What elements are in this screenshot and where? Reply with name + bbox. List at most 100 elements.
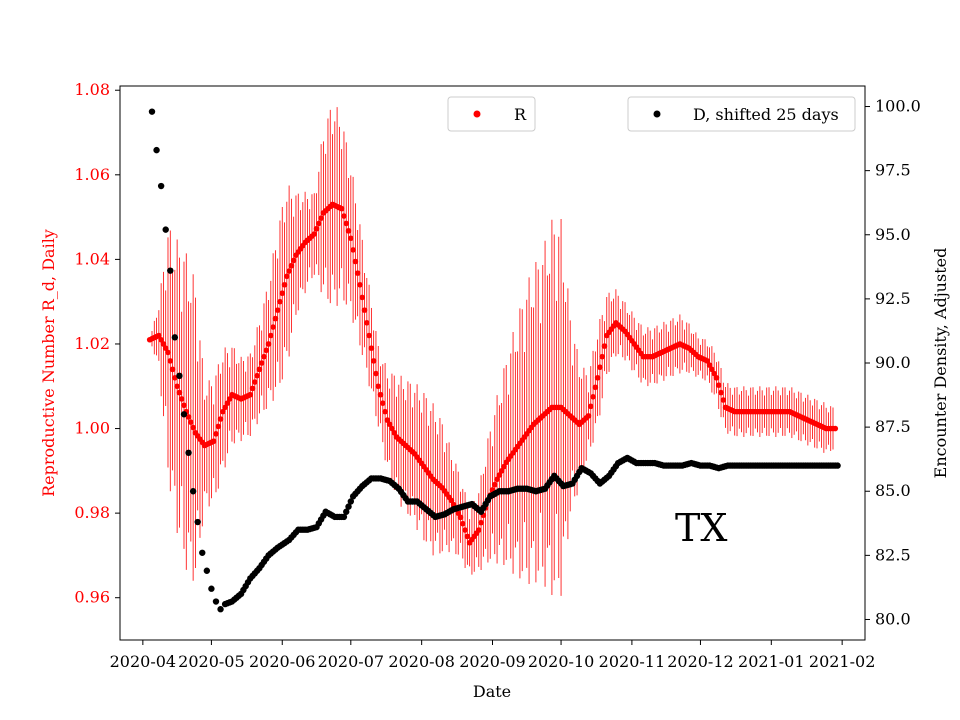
r-point	[361, 307, 368, 313]
r-point	[313, 225, 320, 232]
legend-d: D, shifted 25 days	[627, 96, 856, 132]
left-tick-label: 1.02	[74, 334, 110, 353]
d-point	[612, 463, 620, 470]
d-point	[667, 462, 674, 469]
r-point	[478, 519, 484, 526]
d-point	[393, 483, 400, 490]
d-point	[203, 567, 211, 574]
legend-r-box	[447, 96, 536, 132]
d-point	[758, 462, 766, 469]
r-point	[375, 383, 382, 390]
r-point	[587, 403, 594, 410]
r-point	[165, 349, 171, 356]
r-point	[501, 463, 507, 470]
right-tick-label: 85.0	[875, 481, 911, 500]
r-point	[316, 220, 322, 227]
d-points	[148, 108, 841, 613]
d-point	[603, 474, 610, 481]
r-point	[601, 343, 608, 349]
d-point	[185, 449, 192, 456]
d-point	[235, 592, 243, 599]
r-point	[448, 497, 455, 504]
r-point	[341, 213, 347, 219]
x-tick-label: 2020-04	[110, 652, 176, 671]
d-point	[740, 462, 748, 469]
d-point	[713, 464, 720, 471]
r-point	[217, 416, 224, 422]
r-point	[226, 396, 233, 402]
d-point	[402, 495, 409, 502]
r-point	[585, 413, 592, 419]
r-point	[343, 220, 350, 227]
r-point	[318, 215, 324, 221]
left-tick-label: 0.98	[74, 503, 110, 522]
legend-d-label: D, shifted 25 days	[693, 105, 839, 124]
d-point	[539, 486, 546, 493]
r-point	[284, 273, 290, 280]
d-point	[212, 598, 220, 605]
r-point	[222, 404, 228, 411]
r-point	[156, 332, 162, 339]
d-point	[566, 480, 574, 488]
d-point	[832, 462, 839, 469]
r-point	[380, 400, 386, 406]
r-point	[274, 307, 281, 313]
d-point	[777, 462, 784, 469]
d-point	[585, 468, 592, 476]
d-point	[813, 462, 821, 469]
r-point	[345, 228, 352, 234]
r-point	[592, 384, 599, 391]
d-point	[283, 538, 291, 545]
x-tick-label: 2020-09	[459, 652, 525, 671]
d-point	[345, 503, 352, 510]
d-point	[244, 579, 252, 586]
d-point	[162, 226, 169, 233]
r-point	[373, 370, 379, 377]
r-point	[709, 366, 715, 373]
right-tick-label: 97.5	[875, 161, 911, 180]
legend-r: R	[447, 96, 536, 132]
r-point	[252, 379, 258, 385]
d-point	[640, 459, 647, 467]
r-point	[464, 533, 471, 540]
x-tick-label: 2020-08	[388, 652, 454, 671]
r-point	[265, 341, 272, 347]
right-tick-label: 90.0	[875, 353, 911, 372]
d-point	[148, 108, 156, 115]
r-point	[172, 375, 178, 381]
x-tick-label: 2020-05	[178, 652, 244, 671]
r-point	[720, 397, 727, 403]
right-tick-label: 100.0	[875, 97, 921, 116]
r-point	[494, 476, 500, 483]
d-point	[208, 585, 215, 592]
r-point	[220, 408, 226, 415]
d-point	[311, 524, 318, 531]
r-point	[254, 372, 260, 379]
r-point	[715, 382, 722, 389]
r-point	[224, 400, 231, 406]
right-tick-label: 80.0	[875, 609, 911, 628]
d-point	[786, 462, 793, 469]
d-point	[153, 146, 160, 154]
left-tick-label: 0.96	[74, 588, 110, 607]
d-point	[167, 267, 174, 274]
d-point	[157, 182, 165, 190]
d-point	[189, 488, 197, 495]
r-point	[496, 472, 503, 478]
r-point	[185, 414, 192, 420]
r-point	[352, 258, 359, 265]
r-point	[491, 481, 498, 488]
r-point	[169, 366, 176, 373]
d-point	[199, 549, 206, 556]
r-point	[188, 419, 194, 426]
r-error-bars	[151, 107, 834, 596]
r-point	[348, 235, 354, 242]
r-point	[181, 402, 187, 409]
right-tick-label: 92.5	[875, 289, 911, 308]
right-y-axis-label: Encounter Density, Adjusted	[931, 248, 950, 479]
r-point	[160, 341, 167, 347]
r-point	[832, 425, 839, 432]
r-point	[215, 423, 222, 430]
r-point	[176, 389, 183, 396]
left-tick-label: 1.04	[74, 249, 110, 268]
